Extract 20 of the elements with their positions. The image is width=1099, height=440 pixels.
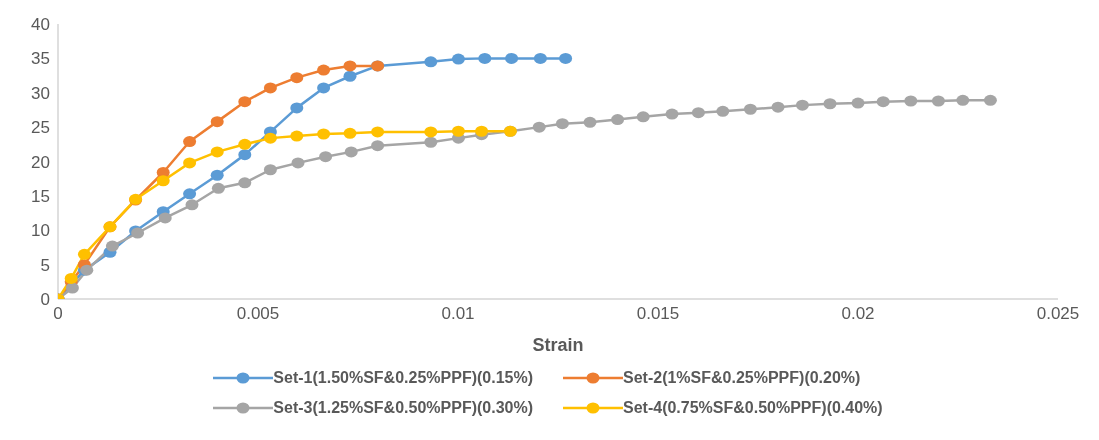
x-tick-label: 0.01 xyxy=(441,304,475,324)
legend-label: Set-1(1.50%SF&0.25%PPF)(0.15%) xyxy=(273,369,533,387)
legend-label: Set-4(0.75%SF&0.50%PPF)(0.40%) xyxy=(623,399,883,417)
x-tick-label: 0.025 xyxy=(1036,304,1080,324)
x-axis-title: Strain xyxy=(532,335,584,355)
x-tick-label: 0.015 xyxy=(636,304,680,324)
x-tick-label: 0.005 xyxy=(236,304,280,324)
y-tick-label: 5 xyxy=(40,255,50,275)
x-tick-label: 0.02 xyxy=(841,304,875,324)
y-tick-label: 30 xyxy=(31,83,50,103)
y-tick-label: 20 xyxy=(31,152,50,172)
y-tick-label: 25 xyxy=(31,118,50,138)
x-tick-label: 0 xyxy=(53,304,63,324)
y-tick-label: 10 xyxy=(31,221,50,241)
y-tick-label: 40 xyxy=(31,15,50,35)
legend-label: Set-2(1%SF&0.25%PPF)(0.20%) xyxy=(623,369,861,387)
y-tick-label: 0 xyxy=(40,290,50,310)
y-tick-label: 15 xyxy=(31,186,50,206)
y-tick-label: 35 xyxy=(31,49,50,69)
legend-label: Set-3(1.25%SF&0.50%PPF)(0.30%) xyxy=(273,399,533,417)
